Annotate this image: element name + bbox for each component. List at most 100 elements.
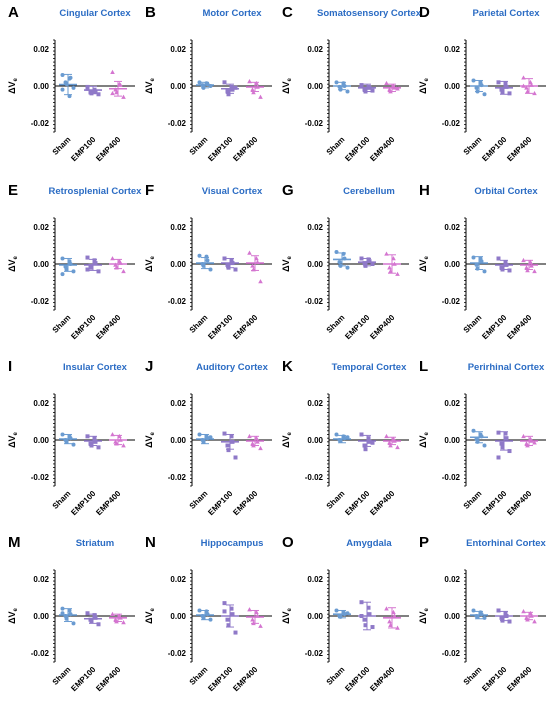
data-point bbox=[208, 617, 213, 622]
y-tick-label: 0.00 bbox=[170, 82, 186, 91]
data-point bbox=[89, 91, 94, 96]
x-category-label: EMP400 bbox=[231, 489, 259, 517]
x-category-label: EMP100 bbox=[343, 135, 371, 163]
data-point bbox=[96, 92, 101, 97]
data-point bbox=[222, 609, 227, 614]
series-emp400 bbox=[520, 75, 538, 96]
data-point bbox=[384, 606, 389, 611]
panel-title: Cerebellum bbox=[343, 186, 395, 197]
y-tick-label: -0.02 bbox=[442, 649, 461, 658]
panel-letter: J bbox=[145, 358, 153, 375]
panel-b: B Motor Cortex 0.02 0.00 -0.02 ΔVe ShamEMP100E… bbox=[144, 4, 272, 163]
x-category-label: EMP400 bbox=[505, 665, 533, 693]
y-tick-label: -0.02 bbox=[305, 649, 324, 658]
y-axis-label-subscript: e bbox=[13, 431, 19, 435]
data-point bbox=[388, 268, 393, 274]
data-point bbox=[67, 94, 72, 99]
data-point bbox=[345, 611, 350, 616]
x-category-label: EMP100 bbox=[206, 665, 234, 693]
data-point bbox=[251, 443, 256, 448]
data-point bbox=[521, 257, 526, 263]
data-point bbox=[92, 613, 97, 618]
data-point bbox=[68, 75, 73, 80]
data-point bbox=[532, 268, 537, 274]
data-point bbox=[60, 87, 65, 92]
series-sham bbox=[470, 608, 488, 620]
data-point bbox=[85, 267, 90, 272]
y-tick-label: -0.02 bbox=[305, 119, 324, 128]
x-category-label: EMP100 bbox=[69, 135, 97, 163]
y-axis-label-main: ΔV bbox=[418, 259, 428, 271]
data-point bbox=[366, 605, 371, 610]
data-point bbox=[110, 90, 115, 96]
data-point bbox=[391, 256, 396, 261]
data-point bbox=[110, 611, 115, 616]
data-point bbox=[471, 428, 476, 433]
data-point bbox=[503, 611, 508, 616]
y-axis-label-subscript: e bbox=[424, 77, 430, 81]
y-axis-label-subscript: e bbox=[150, 607, 156, 611]
panel-letter: I bbox=[8, 358, 12, 375]
data-point bbox=[114, 265, 119, 270]
panel-letter: G bbox=[282, 182, 294, 199]
x-category-label: Sham bbox=[188, 489, 210, 511]
data-point bbox=[114, 90, 119, 95]
series-emp100 bbox=[495, 256, 513, 273]
data-point bbox=[532, 90, 537, 96]
y-axis-label-subscript: e bbox=[13, 77, 19, 81]
series-emp100 bbox=[84, 611, 102, 627]
data-point bbox=[392, 438, 397, 443]
data-point bbox=[359, 83, 364, 88]
series-emp400 bbox=[383, 80, 401, 94]
data-point bbox=[118, 437, 123, 442]
y-tick-label: -0.02 bbox=[168, 473, 187, 482]
y-tick-label: 0.02 bbox=[33, 223, 49, 232]
data-point bbox=[388, 443, 393, 448]
x-category-label: EMP100 bbox=[69, 313, 97, 341]
data-point bbox=[525, 443, 530, 448]
y-tick-label: 0.02 bbox=[307, 575, 323, 584]
data-point bbox=[230, 439, 235, 444]
y-tick-label: -0.02 bbox=[442, 473, 461, 482]
panel-g: G Cerebellum 0.02 0.00 -0.02 ΔVe ShamEMP100EMP… bbox=[281, 182, 409, 341]
data-point bbox=[475, 89, 480, 94]
x-category-label: Sham bbox=[462, 313, 484, 335]
y-axis-label-subscript: e bbox=[287, 77, 293, 81]
data-point bbox=[479, 612, 484, 617]
x-category-label: Sham bbox=[325, 313, 347, 335]
data-point bbox=[247, 250, 252, 255]
panel-o: O Amygdala 0.02 0.00 -0.02 ΔVe ShamEMP100EMP40… bbox=[281, 534, 409, 693]
data-point bbox=[532, 440, 537, 445]
y-axis-label-subscript: e bbox=[150, 255, 156, 259]
series-emp100 bbox=[495, 80, 513, 96]
data-point bbox=[500, 445, 505, 450]
series-sham bbox=[333, 80, 351, 94]
y-tick-label: 0.00 bbox=[170, 436, 186, 445]
data-point bbox=[338, 438, 343, 443]
data-point bbox=[370, 262, 375, 266]
data-point bbox=[64, 82, 69, 87]
data-point bbox=[114, 441, 119, 446]
data-point bbox=[208, 84, 213, 88]
data-point bbox=[208, 267, 213, 272]
data-point bbox=[503, 81, 508, 86]
data-point bbox=[392, 85, 397, 90]
data-point bbox=[342, 436, 347, 441]
data-point bbox=[474, 85, 479, 90]
panel-f: F Visual Cortex 0.02 0.00 -0.02 ΔVe ShamEMP100… bbox=[144, 182, 272, 341]
data-point bbox=[366, 436, 371, 441]
y-axis-label: ΔVe bbox=[7, 77, 19, 93]
data-point bbox=[121, 94, 126, 99]
data-point bbox=[205, 258, 210, 263]
data-point bbox=[524, 85, 529, 90]
data-point bbox=[496, 455, 501, 460]
y-tick-label: -0.02 bbox=[442, 297, 461, 306]
data-point bbox=[496, 256, 501, 261]
data-point bbox=[504, 84, 509, 89]
y-tick-label: 0.02 bbox=[33, 399, 49, 408]
series-sham bbox=[59, 72, 77, 99]
data-point bbox=[529, 263, 534, 268]
data-point bbox=[204, 254, 209, 259]
panel-k: K Temporal Cortex 0.02 0.00 -0.02 ΔVe ShamEMP1… bbox=[281, 358, 409, 517]
panel-title: Perirhinal Cortex bbox=[468, 362, 545, 373]
